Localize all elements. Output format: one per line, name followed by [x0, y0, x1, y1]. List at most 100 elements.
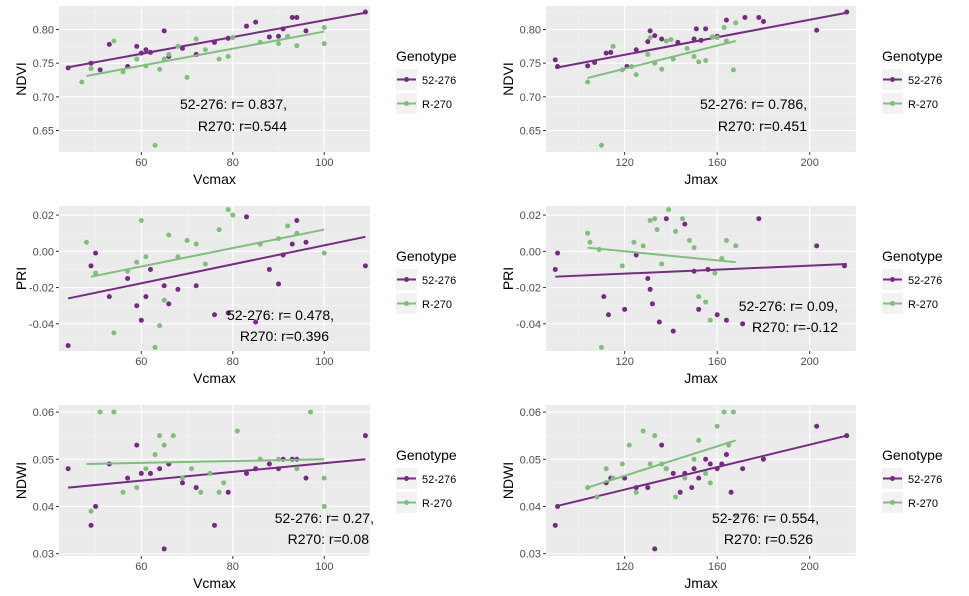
data-point-R-270 [134, 56, 140, 62]
data-point-52-276 [603, 50, 609, 56]
data-point-R-270 [221, 480, 227, 486]
x-tick-label: 200 [801, 561, 819, 573]
data-point-52-276 [193, 485, 199, 491]
data-point-52-276 [65, 466, 71, 472]
data-point-R-270 [230, 212, 236, 218]
data-point-R-270 [276, 41, 282, 47]
y-tick-label: 0.03 [33, 549, 54, 561]
data-point-52-276 [844, 9, 850, 15]
data-point-52-276 [161, 546, 167, 552]
data-point-52-276 [740, 321, 746, 327]
data-point-52-276 [659, 36, 665, 42]
data-point-52-276 [691, 36, 697, 42]
y-tick-label: -0.04 [29, 319, 54, 331]
data-point-52-276 [266, 266, 272, 272]
data-point-52-276 [294, 14, 300, 20]
correlation-annotation: 52-276: r= 0.786, [700, 96, 807, 112]
data-point-52-276 [179, 45, 185, 51]
data-point-R-270 [721, 409, 727, 415]
data-point-52-276 [93, 250, 99, 256]
legend-key-point [404, 301, 409, 306]
data-point-R-270 [88, 508, 94, 514]
data-point-R-270 [714, 423, 720, 429]
data-point-52-276 [179, 480, 185, 486]
data-point-R-270 [696, 294, 702, 300]
x-tick-label: 160 [708, 356, 726, 368]
data-point-R-270 [596, 247, 602, 252]
data-point-R-270 [703, 299, 709, 305]
x-tick-label: 160 [708, 157, 726, 169]
legend-entry-label: R-270 [908, 498, 938, 510]
data-point-52-276 [157, 466, 163, 472]
data-point-R-270 [733, 513, 739, 519]
data-point-52-276 [844, 433, 850, 439]
data-point-R-270 [202, 47, 208, 53]
y-axis-title: PRI [500, 267, 516, 290]
y-tick-label: 0.06 [33, 407, 54, 419]
series-R-270 [585, 409, 739, 519]
data-point-52-276 [723, 17, 729, 23]
series-52-276 [65, 433, 368, 552]
data-point-R-270 [696, 437, 702, 443]
data-point-R-270 [152, 344, 158, 350]
legend: Genotype 52-276 R-270 [882, 447, 943, 513]
data-point-R-270 [198, 489, 204, 495]
data-point-52-276 [161, 28, 167, 34]
data-point-52-276 [663, 216, 669, 222]
x-axis-title: Jmax [684, 370, 717, 386]
data-point-52-276 [143, 294, 149, 300]
data-point-52-276 [633, 252, 639, 258]
data-point-R-270 [184, 237, 190, 243]
data-point-R-270 [703, 470, 709, 476]
data-point-R-270 [691, 245, 697, 251]
data-point-52-276 [303, 239, 309, 245]
legend-entry-label: R-270 [422, 299, 452, 311]
data-point-R-270 [659, 261, 665, 267]
data-point-R-270 [88, 66, 94, 72]
data-point-R-270 [619, 67, 625, 73]
data-point-R-270 [670, 56, 676, 62]
data-point-52-276 [714, 466, 720, 472]
data-point-R-270 [321, 503, 327, 509]
data-point-52-276 [723, 317, 729, 323]
y-tick-label: 0.04 [33, 501, 54, 513]
data-point-R-270 [710, 34, 716, 40]
plot-background [546, 206, 856, 351]
data-point-52-276 [244, 23, 250, 29]
data-point-52-276 [134, 43, 140, 49]
correlation-annotation: 52-276: r= 0.09, [739, 298, 838, 314]
data-point-52-276 [645, 39, 651, 45]
data-point-52-276 [719, 461, 725, 467]
correlation-annotation: R270: r=-0.12 [752, 319, 838, 335]
data-point-52-276 [276, 281, 282, 287]
data-point-52-276 [88, 522, 94, 528]
y-tick-label: 0.65 [33, 125, 54, 137]
data-point-52-276 [134, 442, 140, 448]
chart-panel-2: 60 80 100 -0.04 -0.02 0.00 0.02 Vcmax PRI 52-276:… [13, 206, 457, 386]
data-point-R-270 [157, 433, 163, 439]
data-point-52-276 [138, 317, 144, 323]
data-point-52-276 [555, 250, 561, 256]
data-point-52-276 [760, 18, 766, 24]
data-point-52-276 [814, 423, 820, 429]
data-point-R-270 [696, 59, 702, 65]
legend-entry-label: 52-276 [422, 474, 456, 486]
data-point-52-276 [88, 60, 94, 66]
data-point-R-270 [216, 489, 222, 495]
legend-key-point [404, 500, 409, 505]
data-point-R-270 [619, 263, 625, 269]
data-point-R-270 [631, 239, 637, 245]
fit-line-52-276 [68, 458, 366, 489]
legend-entry-label: R-270 [422, 498, 452, 510]
data-point-R-270 [626, 442, 632, 448]
series-R-270 [83, 207, 327, 350]
data-point-52-276 [212, 312, 217, 318]
chart-panel-3: 120 160 200 -0.04 -0.02 0.00 0.02 Jmax PRI 52-276… [500, 206, 943, 386]
x-tick-label: 200 [801, 157, 819, 169]
data-point-R-270 [599, 142, 605, 148]
legend-key-point [404, 77, 409, 82]
data-point-R-270 [294, 230, 300, 236]
data-point-R-270 [652, 60, 658, 66]
data-point-R-270 [321, 41, 327, 47]
x-axis-title: Vcmax [193, 575, 236, 591]
